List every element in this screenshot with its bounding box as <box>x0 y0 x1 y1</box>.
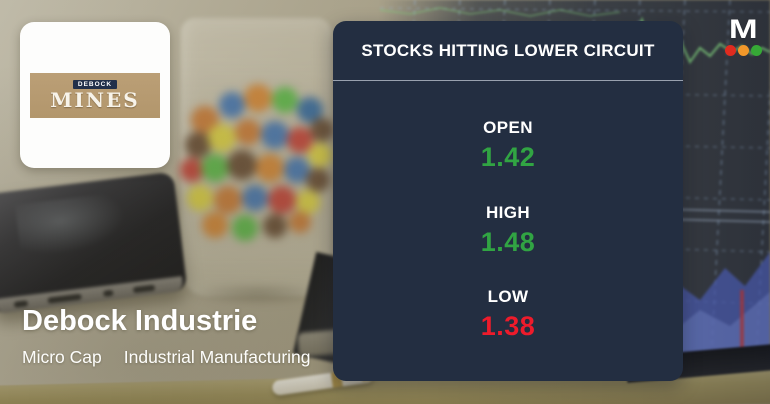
company-name: Debock Industrie <box>22 305 258 337</box>
red-dot-icon <box>724 44 736 56</box>
stat-low: LOW 1.38 <box>333 287 683 340</box>
stats-panel: STOCKS HITTING LOWER CIRCUIT OPEN 1.42 H… <box>333 21 683 381</box>
orange-dot-icon <box>737 44 749 56</box>
panel-divider <box>333 80 683 81</box>
logo-banner: DEBOCK MINES <box>30 72 160 118</box>
stat-high-value: 1.48 <box>480 226 536 257</box>
market-cap-tag: Micro Cap <box>22 346 102 367</box>
sector-tag: Industrial Manufacturing <box>123 346 311 367</box>
logo-badge-text: DEBOCK <box>72 80 118 89</box>
stat-open-value: 1.42 <box>480 142 536 173</box>
stat-low-label: LOW <box>487 286 529 306</box>
publisher-logo: M <box>722 14 764 56</box>
publisher-logo-letter: M <box>728 14 758 44</box>
stats-panel-title: STOCKS HITTING LOWER CIRCUIT <box>361 40 655 60</box>
stat-open: OPEN 1.42 <box>333 118 683 171</box>
logo-brand-text: MINES <box>50 88 140 112</box>
company-logo-card: DEBOCK MINES <box>20 22 170 168</box>
candy-jar-glass <box>181 18 331 296</box>
stat-high: HIGH 1.48 <box>333 203 683 256</box>
company-info: Debock Industrie Micro Cap Industrial Ma… <box>22 305 311 368</box>
company-tags: Micro Cap Industrial Manufacturing <box>22 347 311 368</box>
stat-high-label: HIGH <box>485 202 531 222</box>
green-dot-icon <box>750 44 762 56</box>
stats-list: OPEN 1.42 HIGH 1.48 LOW 1.38 <box>333 81 683 381</box>
candy-jar-candies <box>180 84 334 241</box>
stat-open-label: OPEN <box>483 118 533 138</box>
publisher-logo-dots <box>724 44 762 56</box>
stat-low-value: 1.38 <box>480 310 536 341</box>
